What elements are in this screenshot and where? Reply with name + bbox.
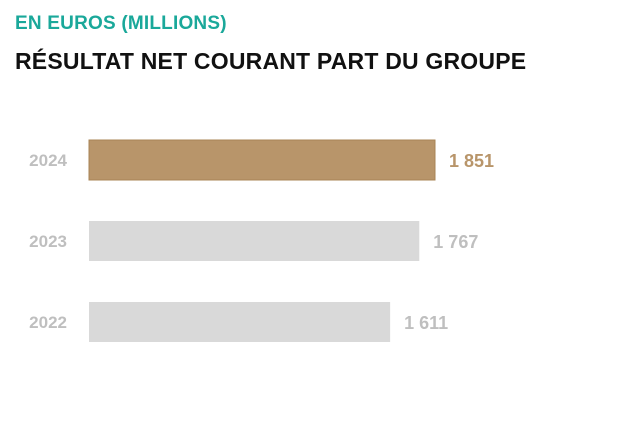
chart-title: RÉSULTAT NET COURANT PART DU GROUPE [15, 48, 527, 74]
value-label-2022: 1 611 [404, 313, 448, 333]
chart-subtitle: EN EUROS (MILLIONS) [15, 13, 227, 34]
value-label-2024: 1 851 [449, 151, 494, 171]
value-label-2023: 1 767 [433, 232, 478, 252]
bar-2022 [89, 302, 391, 342]
bar-2024 [88, 139, 436, 181]
bar-2023 [89, 221, 420, 261]
category-label-2023: 2023 [29, 232, 67, 251]
category-label-2022: 2022 [29, 313, 67, 332]
category-label-2024: 2024 [29, 151, 67, 170]
